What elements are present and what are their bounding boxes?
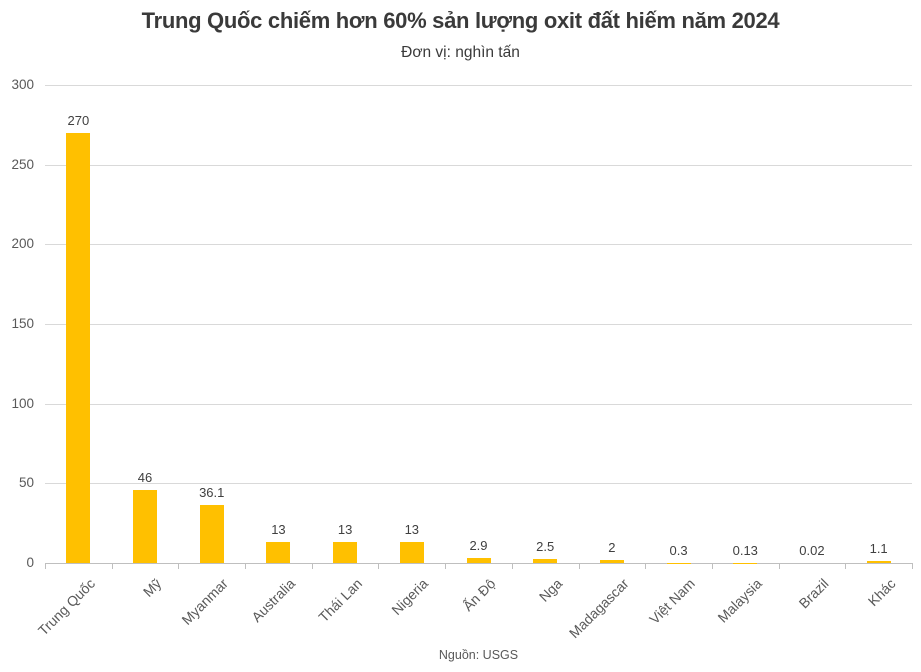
y-tick-label: 300 [11, 77, 34, 92]
x-category-label: Brazil [795, 575, 832, 612]
x-category-label: Malaysia [714, 575, 765, 626]
x-axis-tick [245, 563, 247, 569]
bar [333, 542, 358, 563]
x-axis-tick [711, 563, 713, 569]
bar-value-label: 1.1 [869, 541, 888, 557]
bar [533, 559, 558, 563]
x-category-label: Nga [535, 575, 565, 605]
bar-value-label: 13 [337, 522, 353, 538]
x-category-label: Mỹ [140, 575, 165, 600]
x-category-label: Trung Quốc [34, 575, 98, 639]
bar [266, 542, 291, 563]
x-axis-tick [178, 563, 180, 569]
bar-value-label: 13 [404, 522, 420, 538]
bar [133, 489, 158, 563]
bar-value-label: 36.1 [199, 485, 225, 501]
y-gridline [45, 244, 912, 246]
bar [866, 561, 891, 563]
x-axis-tick [511, 563, 513, 569]
x-axis-tick [111, 563, 113, 569]
x-axis-tick [645, 563, 647, 569]
bar-value-label: 46 [137, 469, 153, 485]
y-gridline [45, 164, 912, 166]
y-tick-label: 0 [26, 555, 34, 570]
bar-value-label: 0.13 [732, 542, 758, 558]
y-tick-label: 50 [18, 475, 34, 491]
y-tick-label: 250 [11, 156, 34, 172]
x-axis-tick [445, 563, 447, 569]
x-category-label: Madagascar [565, 575, 632, 642]
bar [199, 505, 224, 563]
bar [599, 559, 624, 563]
chart-title: Trung Quốc chiếm hơn 60% sản lượng oxit … [141, 8, 780, 33]
x-category-label: Thái Lan [314, 575, 365, 626]
y-gridline [45, 324, 912, 325]
x-axis-tick [778, 563, 780, 569]
x-category-label: Australia [248, 575, 299, 626]
x-axis-tick [45, 563, 46, 569]
bar-value-label: 13 [271, 522, 286, 538]
x-axis-tick [378, 563, 380, 569]
bar [466, 558, 491, 563]
x-category-label: Nigeria [388, 575, 432, 618]
y-gridline [45, 483, 912, 485]
bar-value-label: 2 [608, 539, 616, 555]
x-axis-tick [578, 563, 580, 569]
chart-subtitle: Đơn vị: nghìn tấn [401, 44, 520, 61]
y-gridline [45, 85, 912, 86]
x-axis-line [45, 563, 912, 564]
x-category-label: Việt Nam [646, 575, 699, 628]
y-tick-label: 100 [11, 395, 34, 411]
bar-value-label: 2.5 [536, 539, 555, 555]
x-axis-tick [912, 563, 913, 569]
bar-value-label: 0.02 [799, 542, 825, 558]
x-axis-tick [845, 563, 847, 569]
x-category-label: Ấn Độ [459, 575, 499, 615]
bar [399, 542, 424, 563]
source-note: Nguồn: USGS [438, 648, 519, 662]
bar-value-label: 270 [67, 112, 90, 128]
y-gridline [45, 403, 912, 405]
y-tick-label: 200 [11, 236, 34, 252]
x-category-label: Khác [864, 575, 899, 610]
y-tick-label: 150 [11, 316, 34, 331]
x-axis-tick [311, 563, 313, 569]
bar [66, 132, 91, 563]
x-category-label: Myanmar [178, 575, 232, 628]
bar-value-label: 2.9 [469, 538, 488, 554]
bar-value-label: 0.3 [669, 542, 688, 558]
